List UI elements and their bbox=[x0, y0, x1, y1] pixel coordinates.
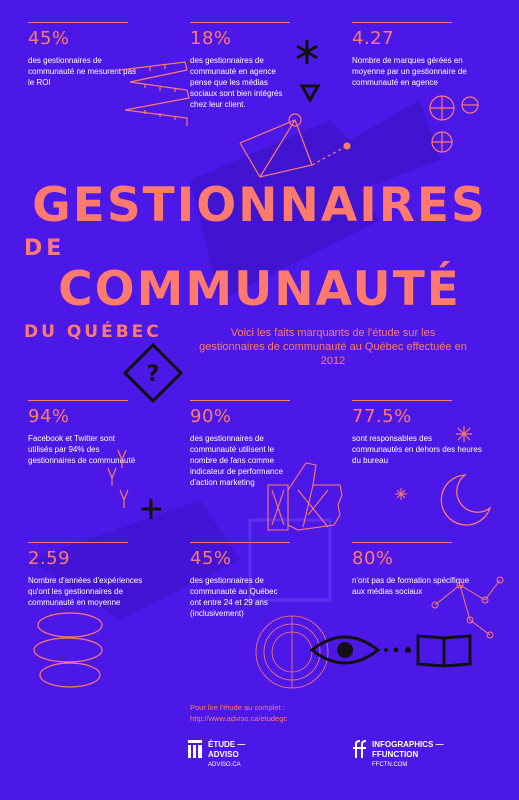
stat-value: 90% bbox=[190, 406, 232, 427]
network-graph-icon bbox=[239, 113, 351, 178]
open-book-icon bbox=[416, 634, 472, 668]
stat-value: 80% bbox=[352, 548, 394, 569]
stat-divider bbox=[352, 22, 452, 23]
stat-divider bbox=[190, 542, 290, 543]
question-diamond-icon: ? bbox=[122, 342, 184, 404]
ffunction-line1: INFOGRAPHICS — bbox=[372, 740, 444, 749]
thumbs-up-icon bbox=[267, 462, 343, 531]
stat-brands-managed: 4.27 Nombre de marques gérées en moyenne… bbox=[352, 22, 482, 88]
intro-text: Voici les faits marquants de l'étude sur… bbox=[199, 327, 467, 367]
stat-text: des gestionnaires de communauté en agenc… bbox=[190, 56, 283, 109]
stat-divider bbox=[352, 400, 452, 401]
stat-divider bbox=[28, 542, 128, 543]
footer-read-more: Pour lire l'étude au complet : http://ww… bbox=[190, 702, 287, 724]
stat-value: 94% bbox=[28, 406, 70, 427]
adviso-logo-icon bbox=[188, 740, 202, 758]
adviso-brand-text: ÉTUDE — ADVISO ADVISO.CA bbox=[208, 740, 245, 770]
gear-circles-icon bbox=[429, 95, 479, 153]
stat-facebook-twitter: 94% Facebook et Twitter sont utilisés pa… bbox=[28, 400, 138, 466]
eye-icon bbox=[309, 635, 381, 665]
footer-url-link[interactable]: http://www.adviso.ca/etudegc bbox=[190, 714, 288, 723]
stat-no-training: 80% n'ont pas de formation spécifique au… bbox=[352, 542, 482, 597]
footer-read-more-label: Pour lire l'étude au complet : bbox=[190, 703, 285, 712]
stat-text: des gestionnaires de communauté utilisen… bbox=[190, 434, 283, 487]
adviso-line1: ÉTUDE — bbox=[208, 740, 246, 749]
stat-text: n'ont pas de formation spécifique aux mé… bbox=[352, 576, 470, 596]
stat-age-range: 45% des gestionnaires de communauté au Q… bbox=[190, 542, 290, 619]
concentric-circle-chart-icon bbox=[255, 615, 329, 689]
ffunction-brand-text: INFOGRAPHICS — FFUNCTION FFCTN.COM bbox=[372, 740, 444, 770]
svg-text:?: ? bbox=[147, 362, 160, 387]
constellation-icon bbox=[431, 576, 504, 639]
stat-divider bbox=[190, 400, 290, 401]
stat-divider bbox=[190, 22, 290, 23]
crescent-moon-icon bbox=[440, 474, 492, 526]
dots-connector-icon bbox=[384, 647, 411, 653]
stat-divider bbox=[352, 542, 452, 543]
ffunction-line2: FFUNCTION bbox=[372, 750, 419, 759]
stat-value: 2.59 bbox=[28, 548, 71, 569]
page-title-line1: GESTIONNAIRES bbox=[32, 178, 487, 233]
stat-text: Nombre de marques gérées en moyenne par … bbox=[352, 56, 467, 87]
brand-ffunction: INFOGRAPHICS — FFUNCTION FFCTN.COM bbox=[352, 740, 492, 770]
stat-text: des gestionnaires de communauté ne mesur… bbox=[28, 56, 137, 87]
stat-value: 4.27 bbox=[352, 28, 395, 49]
stat-text: sont responsables des communautés en deh… bbox=[352, 434, 482, 465]
brand-adviso: ÉTUDE — ADVISO ADVISO.CA bbox=[188, 740, 288, 770]
stat-roi: 45% des gestionnaires de communauté ne m… bbox=[28, 22, 138, 88]
stat-agency-integration: 18% des gestionnaires de communauté en a… bbox=[190, 22, 290, 110]
stacked-ellipses-icon bbox=[33, 612, 103, 688]
plus-icon bbox=[141, 499, 161, 519]
stat-after-hours: 77.5% sont responsables des communautés … bbox=[352, 400, 482, 466]
ffunction-logo-icon bbox=[353, 740, 367, 758]
ruler-zigzag-icon bbox=[119, 61, 190, 126]
stat-text: Facebook et Twitter sont utilisés par 94… bbox=[28, 434, 136, 465]
asterisk-icon bbox=[296, 40, 318, 64]
stat-value: 77.5% bbox=[352, 406, 412, 427]
stat-fans-indicator: 90% des gestionnaires de communauté util… bbox=[190, 400, 290, 488]
stat-divider bbox=[28, 22, 128, 23]
page-title-line4: DU QUÉBEC bbox=[24, 322, 162, 342]
ffunction-site-link[interactable]: FFCTN.COM bbox=[372, 762, 408, 768]
stat-value: 18% bbox=[190, 28, 232, 49]
page-title-line3: COMMUNAUTÉ bbox=[58, 262, 461, 317]
small-sparkle-icon bbox=[395, 488, 407, 500]
page-title-line2: DE bbox=[24, 236, 66, 261]
stat-years-experience: 2.59 Nombre d'années d'expériences qu'on… bbox=[28, 542, 148, 608]
stat-text: des gestionnaires de communauté au Québe… bbox=[190, 576, 278, 618]
adviso-line2: ADVISO bbox=[208, 750, 239, 759]
stat-text: Nombre d'années d'expériences qu'ont les… bbox=[28, 576, 143, 607]
stat-value: 45% bbox=[190, 548, 232, 569]
stat-divider bbox=[28, 400, 128, 401]
triangle-down-icon bbox=[299, 84, 321, 104]
stat-value: 45% bbox=[28, 28, 70, 49]
adviso-site-link[interactable]: ADVISO.CA bbox=[208, 762, 241, 768]
bird-tracks-icon bbox=[107, 449, 129, 508]
sparkle-icon bbox=[456, 426, 472, 442]
